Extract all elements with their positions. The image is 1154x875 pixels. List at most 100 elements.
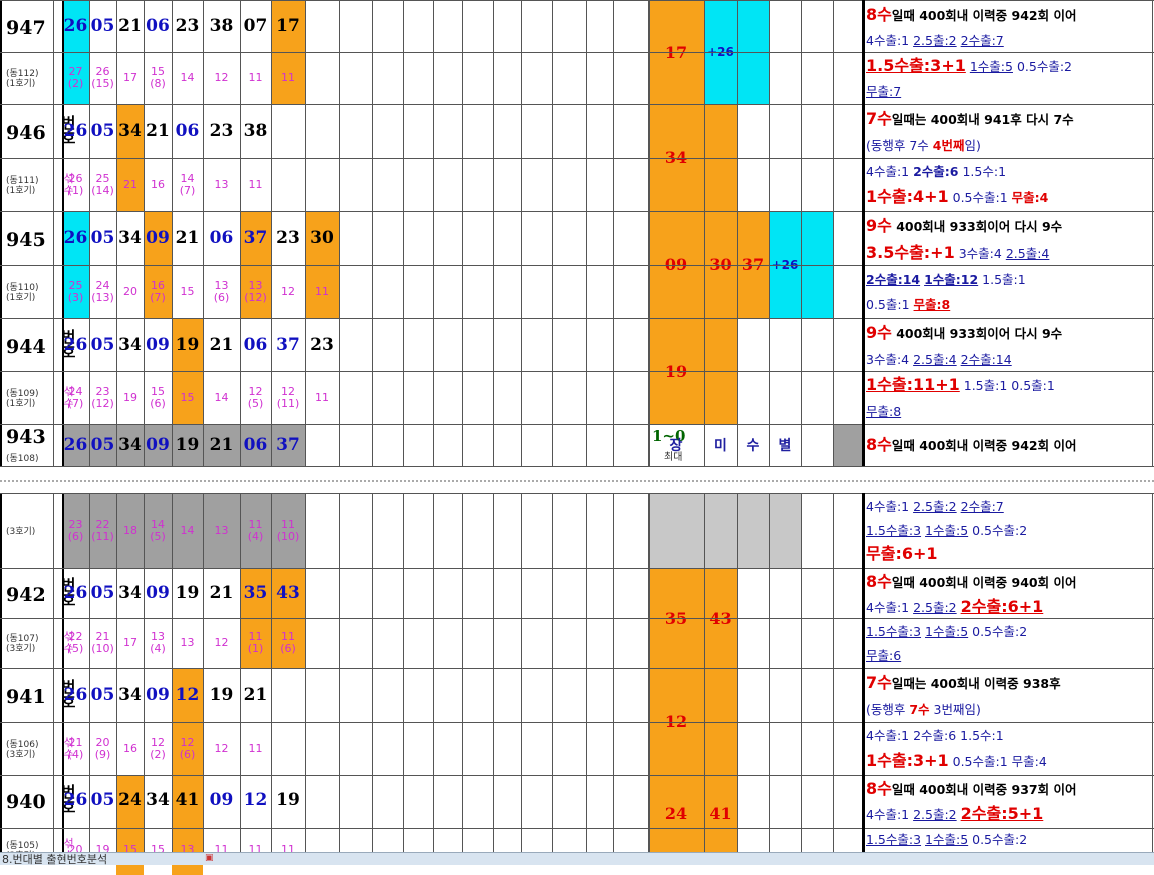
ball-number[interactable]: 26 <box>63 790 88 810</box>
ball-number[interactable]: 34 <box>118 583 142 603</box>
mix-count[interactable]: 11 (6) <box>271 618 305 668</box>
sheet-tab[interactable]: 8.번대별 출현번호분석 <box>2 853 108 866</box>
analysis-notes[interactable]: 7수일때는 400회내 941후 다시 7수 (동행후 7수 4번째임) 4수출:… <box>866 109 1074 207</box>
ball-number[interactable]: 26 <box>62 0 89 52</box>
mix-count[interactable]: 20 <box>68 843 83 856</box>
ball-number[interactable]: 34 <box>146 790 170 810</box>
mix-count[interactable]: 15 (6) <box>150 384 166 410</box>
highlight-number[interactable]: 34 <box>648 104 704 211</box>
ball-number[interactable]: 35 <box>240 568 271 618</box>
round-info[interactable]: (동110) (1호기) <box>6 282 39 303</box>
ball-number[interactable] <box>271 104 305 158</box>
mix-count[interactable]: 14 <box>214 390 229 404</box>
ball-number[interactable]: 06 <box>209 228 234 248</box>
mix-count[interactable]: 23 (12) <box>91 384 114 410</box>
ball-number[interactable]: 37 <box>240 211 271 265</box>
analysis-notes[interactable]: 7수일때는 400회내 이력중 938후 (동행후 7수 3번째임) 4수출:1 … <box>866 673 1061 771</box>
mix-count[interactable]: 11 <box>248 843 263 856</box>
ball-number[interactable]: 21 <box>209 334 234 355</box>
mix-count[interactable]: 11 (4) <box>240 493 271 568</box>
analysis-notes[interactable]: 8수일때 400회내 이력중 942회 이어 4수출:1 2.5출:2 2수출:7… <box>866 5 1077 99</box>
round-number[interactable]: 946 <box>6 122 46 144</box>
mix-count[interactable]: 13 <box>172 825 203 875</box>
status-label[interactable]: 별 <box>778 438 792 454</box>
round-info[interactable]: (동109) (1호기) <box>6 388 39 409</box>
mix-count[interactable]: 19 <box>123 390 137 404</box>
round-number[interactable]: 945 <box>6 229 46 251</box>
mix-count[interactable]: 12 <box>214 71 229 84</box>
analysis-notes[interactable]: 9수 400회내 933회이어 다시 9수 3수출:4 2.5출:4 2수출:14… <box>866 323 1063 419</box>
round-info[interactable]: (동111) (1호기) <box>6 175 39 196</box>
mix-count[interactable]: 25 (14) <box>91 171 114 197</box>
round-number[interactable]: 942 <box>6 584 46 606</box>
mix-count[interactable] <box>271 722 305 775</box>
mix-count[interactable]: 11 (1) <box>240 618 271 668</box>
ball-number[interactable]: 06 <box>175 121 200 141</box>
ball-number[interactable]: 34 <box>116 424 144 466</box>
mix-count[interactable]: 19 <box>95 843 110 856</box>
mix-count[interactable]: 12 (5) <box>247 384 264 410</box>
round-number[interactable]: 940 <box>6 791 46 813</box>
ball-number[interactable]: 19 <box>209 685 234 705</box>
mix-count[interactable]: 18 <box>116 493 144 568</box>
mix-count[interactable]: 17 <box>123 636 137 649</box>
ball-number[interactable]: 26 <box>62 424 89 466</box>
ball-number[interactable]: 05 <box>90 583 115 603</box>
mix-count[interactable]: 12 (2) <box>150 735 166 761</box>
ball-number[interactable]: 19 <box>276 790 300 810</box>
ball-number[interactable]: 26 <box>63 121 88 141</box>
mix-count[interactable]: 11 <box>248 177 263 191</box>
highlight-number[interactable]: 12 <box>648 668 704 775</box>
mix-count[interactable]: 22 (5) <box>67 630 84 655</box>
ball-number[interactable]: 37 <box>276 334 300 355</box>
ball-number[interactable]: 43 <box>271 568 305 618</box>
ball-number[interactable]: 05 <box>90 121 115 141</box>
analysis-notes[interactable]: 8수일때 400회내 이력중 940회 이어 4수출:1 2.5출:2 2수출:6… <box>866 572 1077 663</box>
mix-count[interactable]: 12 <box>214 636 229 649</box>
highlight-number[interactable]: +26 <box>769 211 801 318</box>
mix-count[interactable]: 15 <box>180 284 195 298</box>
mix-count[interactable]: 17 <box>123 71 137 84</box>
mix-count[interactable]: 12 (6) <box>172 722 203 775</box>
mix-count[interactable]: 23 (6) <box>62 493 89 568</box>
ball-number[interactable]: 09 <box>146 685 170 705</box>
ball-number[interactable]: 06 <box>146 16 170 36</box>
mix-count[interactable]: 11 <box>248 71 263 84</box>
mix-count[interactable]: 26 (1) <box>67 171 84 197</box>
mix-count[interactable]: 24 (13) <box>91 278 114 304</box>
mix-count[interactable]: 11 <box>281 843 295 856</box>
ball-number[interactable]: 26 <box>63 583 88 603</box>
mix-count[interactable]: 16 <box>151 177 165 191</box>
highlight-number[interactable]: 41 <box>704 775 737 852</box>
ball-number[interactable]: 12 <box>243 790 268 810</box>
ball-number[interactable]: 37 <box>271 424 305 466</box>
mix-count[interactable]: 12 <box>214 741 229 755</box>
ball-number[interactable]: 05 <box>90 790 115 810</box>
highlight-number[interactable]: 09 <box>648 211 704 318</box>
mix-count[interactable]: 21 <box>116 158 144 211</box>
mix-count[interactable]: 13 (6) <box>213 278 230 304</box>
status-label[interactable]: 장 <box>669 438 683 454</box>
mix-count[interactable]: 13 (4) <box>150 630 166 655</box>
ball-number[interactable]: 17 <box>271 0 305 52</box>
mix-count[interactable]: 12 <box>281 284 295 298</box>
ball-number[interactable]: 09 <box>209 790 234 810</box>
ball-number[interactable]: 19 <box>175 583 200 603</box>
ball-number[interactable]: 38 <box>243 121 268 141</box>
mix-count[interactable]: 14 <box>172 493 203 568</box>
highlight-number[interactable]: 37 <box>737 211 769 318</box>
mix-count[interactable]: 20 <box>123 284 137 298</box>
status-label[interactable]: 수 <box>746 438 760 454</box>
ball-number[interactable]: 26 <box>63 685 88 705</box>
mix-count[interactable]: 15 <box>151 843 165 856</box>
range-top[interactable]: 1~0 <box>652 427 686 445</box>
status-label[interactable]: 미 <box>714 438 727 454</box>
